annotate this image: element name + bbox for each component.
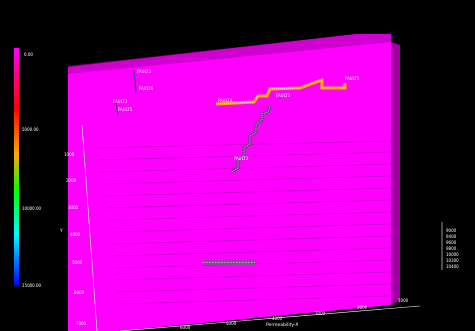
bottom-tick-0: 6000 [180, 325, 191, 330]
colorbar [14, 48, 19, 286]
fault-label-fault4: FAULT4 [218, 98, 233, 103]
fault3-trace [115, 102, 119, 116]
left-tick-0: 1000 [64, 152, 75, 157]
left-tick-1: 2000 [66, 178, 77, 183]
surface-right-face [391, 42, 400, 305]
left-axis-title: Y [59, 228, 63, 234]
fault-label-fault5: FAULT5 [345, 76, 360, 81]
right-tick-4: 10000 [446, 252, 459, 257]
fault-label-fault1: FAULT1 [276, 93, 291, 98]
surface-face [68, 42, 391, 331]
bottom-tick-3: 3000 [315, 311, 326, 316]
bottom-fault-trace [203, 260, 255, 265]
colorbar-label-0: 0.00 [24, 52, 33, 57]
right-tick-5: 10200 [446, 258, 459, 263]
right-tick-2: 9600 [446, 240, 457, 245]
right-tick-3: 9800 [446, 246, 457, 251]
bottom-axis-title: Permeability-X [266, 322, 298, 328]
fault-label-fault6: FAULT6 [139, 86, 154, 91]
fault6-trace [133, 69, 137, 93]
bottom-tick-4: 2000 [357, 305, 368, 310]
fault-label-fault3: FAULT3 [113, 99, 128, 104]
left-tick-2: 3000 [68, 205, 79, 210]
fault-label-fault2: FAULT2 [234, 156, 249, 161]
fault-label-fault3-top: FAULT3 [137, 69, 152, 74]
left-tick-6: 7000 [76, 321, 87, 326]
right-tick-0: 9000 [446, 228, 457, 233]
surface-back-edge [68, 34, 391, 74]
bottom-tick-2: 4000 [272, 316, 283, 321]
colorbar-label-2: 10000.00 [22, 206, 42, 211]
left-axis-line [81, 124, 98, 331]
fault-label-fault5-left: FAULT5 [118, 107, 133, 112]
bottom-axis-line [119, 305, 421, 331]
colorbar-label-3: 15000.00 [22, 283, 42, 288]
bottom-tick-5: 1000 [398, 298, 409, 303]
bottom-tick-1: 5000 [226, 321, 237, 326]
right-tick-6: 10400 [446, 264, 459, 269]
colorbar-label-1: 5000.00 [22, 127, 39, 132]
right-tick-1: 9400 [446, 234, 457, 239]
left-tick-3: 4000 [70, 232, 81, 237]
left-tick-5: 6000 [74, 290, 85, 295]
left-tick-4: 5000 [72, 260, 83, 265]
